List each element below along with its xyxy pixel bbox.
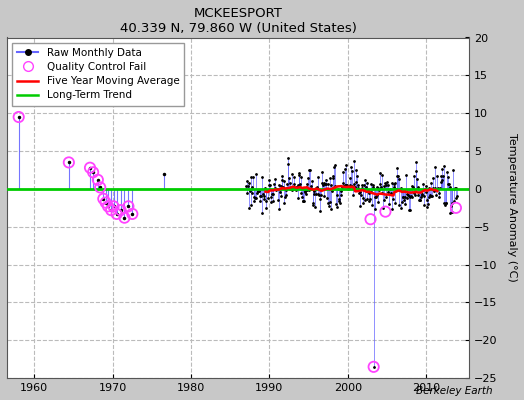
Y-axis label: Temperature Anomaly (°C): Temperature Anomaly (°C): [507, 134, 517, 282]
Point: [86, 164, 94, 171]
Point: [113, 211, 121, 217]
Point: [128, 211, 137, 217]
Point: [110, 203, 118, 210]
Point: [369, 364, 378, 370]
Point: [99, 196, 107, 202]
Text: Berkeley Earth: Berkeley Earth: [416, 386, 493, 396]
Point: [15, 114, 23, 120]
Point: [102, 199, 110, 206]
Title: MCKEESPORT
40.339 N, 79.860 W (United States): MCKEESPORT 40.339 N, 79.860 W (United St…: [119, 7, 356, 35]
Point: [96, 184, 104, 191]
Point: [381, 208, 390, 215]
Point: [104, 203, 112, 210]
Point: [124, 203, 133, 210]
Point: [89, 169, 97, 176]
Point: [452, 205, 460, 211]
Point: [121, 214, 129, 221]
Point: [94, 177, 102, 183]
Point: [116, 207, 125, 213]
Point: [366, 216, 375, 222]
Point: [107, 207, 115, 213]
Legend: Raw Monthly Data, Quality Control Fail, Five Year Moving Average, Long-Term Tren: Raw Monthly Data, Quality Control Fail, …: [12, 43, 184, 106]
Point: [64, 159, 73, 166]
